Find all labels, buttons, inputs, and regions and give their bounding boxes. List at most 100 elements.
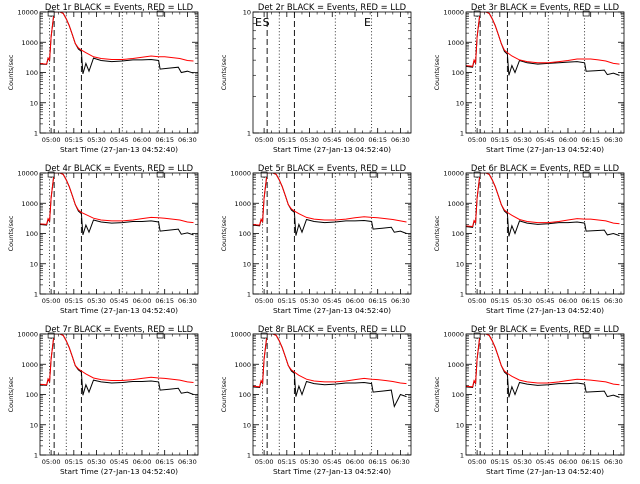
x-tick-label: 05:15 (277, 136, 296, 144)
x-tick-label: 05:15 (64, 297, 83, 305)
x-tick-label: 06:00 (346, 297, 365, 305)
y-tick-label: 10 (30, 99, 38, 107)
lld-series-line (466, 173, 620, 228)
x-tick-label: 06:30 (604, 136, 623, 144)
x-tick-label: 05:30 (513, 458, 532, 466)
x-tick-label: 05:00 (42, 458, 61, 466)
x-tick-label: 05:30 (300, 458, 319, 466)
y-tick-label: 100 (452, 230, 464, 238)
x-tick-label: 06:30 (391, 297, 410, 305)
panel-title: Det 8r BLACK = Events, RED = LLD (258, 324, 406, 334)
x-tick-label: 05:00 (42, 136, 61, 144)
y-tick-label: 1 (247, 130, 251, 138)
x-tick-label: 06:00 (133, 297, 152, 305)
y-axis-label: Counts/sec (7, 54, 15, 90)
x-tick-label: 06:30 (178, 297, 197, 305)
x-tick-label: 06:15 (581, 458, 600, 466)
x-tick-label: 06:30 (178, 458, 197, 466)
panel-title: Det 1r BLACK = Events, RED = LLD (45, 2, 193, 12)
panel-det-2: Det 2r BLACK = Events, RED = LLD Counts/s… (220, 2, 412, 154)
x-axis-label: Start Time (27-Jan-13 04:52:40) (60, 467, 178, 476)
y-tick-label: 1 (34, 130, 38, 138)
event-label: S (263, 16, 270, 29)
panel-title: Det 9r BLACK = Events, RED = LLD (471, 324, 619, 334)
y-tick-label: 1000 (447, 200, 464, 208)
y-axis-label: Counts/sec (220, 54, 228, 90)
top-square-marker (473, 332, 481, 339)
x-tick-label: 05:15 (277, 458, 296, 466)
x-tick-label: 05:00 (468, 136, 487, 144)
x-tick-label: 06:30 (391, 136, 410, 144)
series-group (40, 12, 194, 75)
x-tick-label: 05:45 (110, 458, 129, 466)
y-tick-label: 100 (452, 391, 464, 399)
series-group (40, 334, 194, 396)
y-tick-label: 100 (26, 69, 38, 77)
plot-frame (39, 172, 199, 295)
y-tick-label: 1000 (447, 361, 464, 369)
x-tick-label: 06:30 (604, 458, 623, 466)
plot-frame (465, 333, 625, 456)
panel-det-4: Det 4r BLACK = Events, RED = LLD Counts/s… (7, 163, 199, 315)
x-tick-label: 06:00 (559, 458, 578, 466)
top-square-marker (369, 171, 377, 178)
x-tick-label: 05:15 (490, 458, 509, 466)
x-axis-label: Start Time (27-Jan-13 04:52:40) (486, 145, 604, 154)
top-square-marker (47, 332, 55, 339)
plot-frame (465, 11, 625, 134)
series-group (40, 173, 194, 236)
x-tick-label: 06:00 (559, 136, 578, 144)
y-axis-label: Counts/sec (220, 376, 228, 412)
top-square-marker (473, 171, 481, 178)
x-tick-label: 05:45 (110, 297, 129, 305)
y-tick-label: 10000 (17, 9, 38, 17)
x-tick-label: 05:30 (300, 297, 319, 305)
x-tick-label: 05:00 (255, 297, 274, 305)
top-square-marker (369, 332, 377, 339)
y-tick-label: 10000 (230, 170, 251, 178)
x-tick-label: 05:15 (64, 458, 83, 466)
x-axis-label: Start Time (27-Jan-13 04:52:40) (273, 145, 391, 154)
panel-title: Det 7r BLACK = Events, RED = LLD (45, 324, 193, 334)
panel-title: Det 6r BLACK = Events, RED = LLD (471, 163, 619, 173)
series-group (253, 334, 407, 409)
x-tick-label: 05:00 (468, 458, 487, 466)
x-tick-label: 06:15 (368, 136, 387, 144)
x-axis-label: Start Time (27-Jan-13 04:52:40) (273, 306, 391, 315)
x-tick-label: 05:45 (536, 297, 555, 305)
top-square-marker (260, 171, 268, 178)
x-tick-label: 05:15 (490, 136, 509, 144)
x-tick-label: 05:45 (323, 136, 342, 144)
top-square-marker (582, 171, 590, 178)
y-tick-label: 1000 (447, 39, 464, 47)
x-tick-label: 05:30 (513, 136, 532, 144)
top-square-marker (156, 171, 164, 178)
series-group (466, 173, 620, 237)
x-tick-label: 06:15 (581, 297, 600, 305)
events-series-line (40, 173, 194, 236)
y-tick-label: 100 (239, 230, 251, 238)
panel-det-5: Det 5r BLACK = Events, RED = LLD Counts/s… (220, 163, 412, 315)
x-tick-label: 05:45 (536, 136, 555, 144)
x-tick-label: 05:00 (42, 297, 61, 305)
plot-frame (465, 172, 625, 295)
events-series-line (466, 12, 620, 76)
x-axis-label: Start Time (27-Jan-13 04:52:40) (60, 306, 178, 315)
top-square-marker (156, 10, 164, 17)
x-tick-label: 05:45 (110, 136, 129, 144)
y-tick-label: 1 (460, 130, 464, 138)
x-tick-label: 06:30 (178, 136, 197, 144)
top-square-marker (582, 10, 590, 17)
x-tick-label: 05:15 (64, 136, 83, 144)
x-axis-label: Start Time (27-Jan-13 04:52:40) (273, 467, 391, 476)
y-tick-label: 10000 (17, 170, 38, 178)
x-tick-label: 06:00 (559, 297, 578, 305)
y-tick-label: 10 (456, 260, 464, 268)
series-group (253, 173, 407, 236)
y-tick-label: 100 (26, 391, 38, 399)
event-label: E (364, 16, 371, 29)
events-series-line (40, 12, 194, 75)
x-tick-label: 06:30 (391, 458, 410, 466)
